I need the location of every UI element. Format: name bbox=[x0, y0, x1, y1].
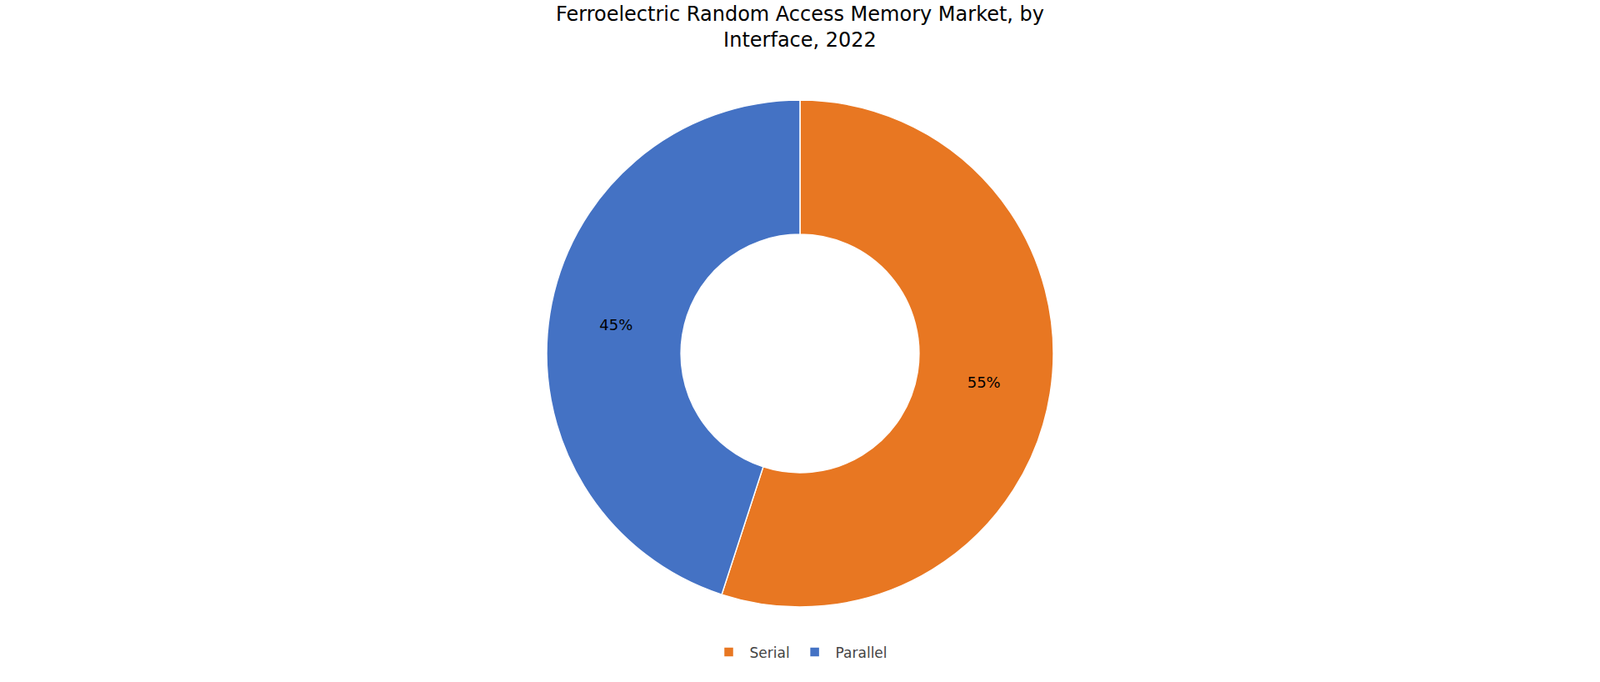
svg-text:55%: 55% bbox=[967, 373, 1001, 391]
svg-text:45%: 45% bbox=[599, 315, 633, 334]
svg-text:Parallel: Parallel bbox=[835, 644, 888, 661]
svg-text:Ferroelectric Random Access Me: Ferroelectric Random Access Memory Marke… bbox=[555, 2, 1045, 52]
svg-text:Serial: Serial bbox=[750, 644, 790, 661]
